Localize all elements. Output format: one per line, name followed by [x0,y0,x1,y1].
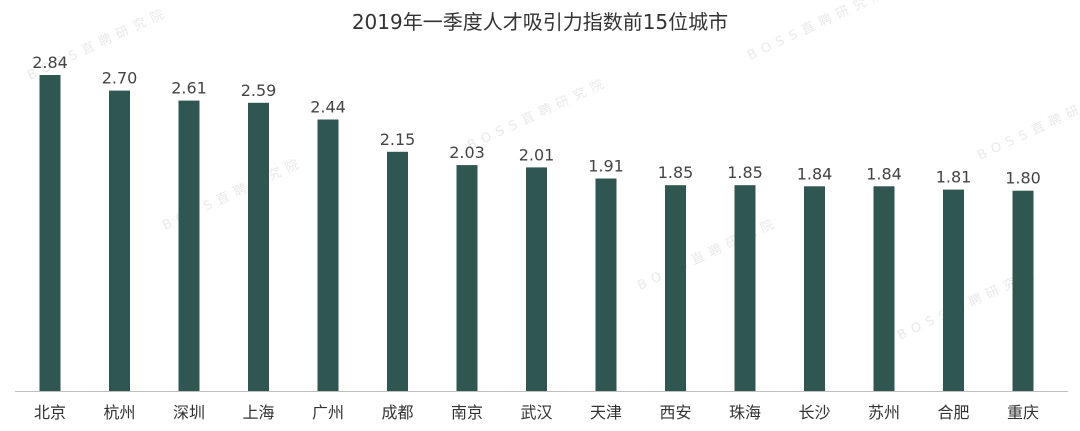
category-label: 杭州 [103,403,135,422]
bar-天津 [595,178,617,391]
value-label: 1.84 [797,164,833,183]
watermark-text: BOSS直聘研究院 [745,0,891,64]
category-label: 深圳 [173,403,205,422]
category-label: 重庆 [1007,403,1039,422]
category-label: 成都 [381,403,413,422]
category-label: 合肥 [937,403,969,422]
category-label: 天津 [590,403,622,422]
bar-长沙 [804,186,825,391]
value-label: 2.59 [241,81,277,100]
category-label: 上海 [242,403,274,422]
value-label: 1.85 [658,163,694,182]
bar-合肥 [943,189,964,391]
category-label: 长沙 [798,403,830,422]
value-label: 1.84 [866,164,902,183]
value-label: 2.15 [380,130,416,149]
value-label: 2.70 [102,69,138,88]
value-label: 1.85 [727,163,763,182]
category-label: 南京 [451,403,483,422]
bar-珠海 [734,185,756,391]
value-label: 2.61 [171,79,207,98]
bar-上海 [248,102,269,392]
bar-北京 [39,75,61,391]
value-label: 2.84 [32,53,68,72]
value-label: 1.91 [588,157,624,176]
bar-南京 [456,165,478,391]
value-label: 2.44 [310,98,346,117]
category-label: 西安 [659,403,691,422]
bar-武汉 [526,167,547,391]
category-label: 珠海 [729,403,761,422]
bar-深圳 [178,100,200,391]
bar-杭州 [109,90,130,391]
category-label: 北京 [34,403,66,422]
value-label: 1.81 [936,168,972,187]
category-label: 苏州 [868,403,900,422]
watermark-text: BOSS直聘研究院 [635,215,781,294]
watermark-text: BOSS直聘研究院 [975,85,1080,164]
bar-重庆 [1012,190,1034,391]
category-label: 广州 [312,403,344,422]
value-label: 2.01 [519,145,555,164]
value-label: 2.03 [449,143,485,162]
bar-广州 [317,119,339,391]
value-label: 1.80 [1005,169,1041,188]
bars-layer: 2.84 北京 2.70 杭州 2.61 深圳 2.59 上海 2.44 广州 2.15 成都 2.03… [32,53,1041,422]
watermark-text: BOSS直聘研究院 [465,75,611,154]
bar-西安 [665,185,686,391]
category-label: 武汉 [520,403,552,422]
bar-苏州 [873,186,895,391]
bar-成都 [387,151,408,391]
chart-title: 2019年一季度人才吸引力指数前15位城市 [351,10,729,34]
